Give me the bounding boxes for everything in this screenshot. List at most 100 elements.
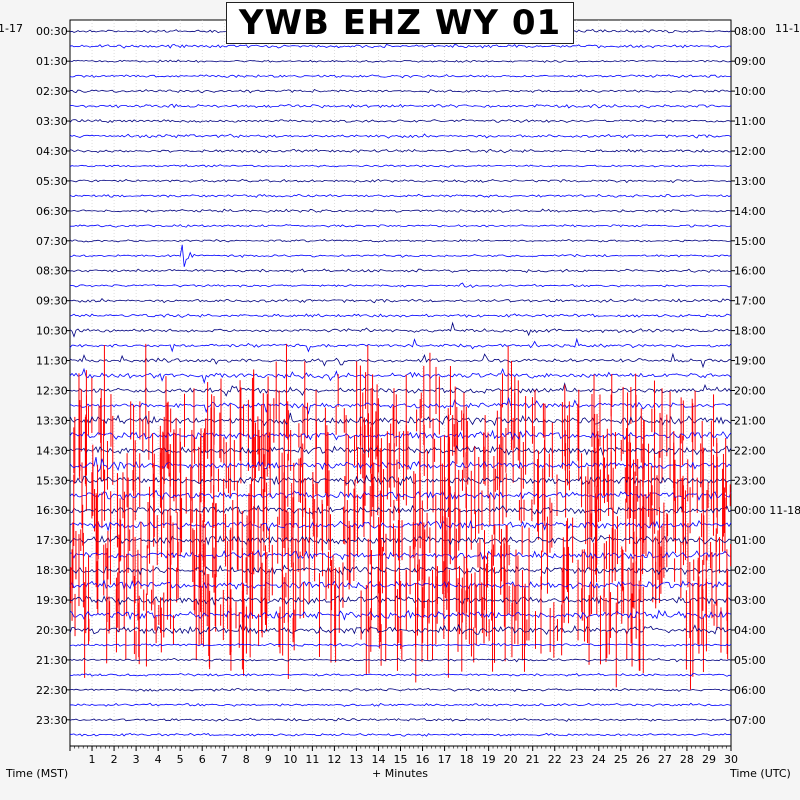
x-tick-label: 21: [526, 753, 540, 766]
chart-title: YWB EHZ WY 01: [238, 3, 562, 43]
x-tick-label: 25: [614, 753, 628, 766]
right-time-label: 23:00: [734, 474, 766, 487]
left-time-label: 11:30: [36, 355, 68, 368]
right-time-label: 13:00: [734, 175, 766, 188]
right-time-label: 21:00: [734, 414, 766, 427]
x-tick-label: 12: [327, 753, 341, 766]
right-time-label: 02:00: [734, 564, 766, 577]
seismic-trace: [69, 88, 732, 94]
right-time-label: 17:00: [734, 295, 766, 308]
right-time-label: 04:00: [734, 624, 766, 637]
x-tick-label: 22: [548, 753, 562, 766]
right-time-label: 06:00: [734, 684, 766, 697]
x-tick-label: 14: [371, 753, 385, 766]
seismic-trace: [69, 74, 731, 79]
seismic-trace: [69, 717, 732, 722]
x-axis-left-label: Time (MST): [6, 767, 69, 780]
seismic-trace: [69, 702, 732, 707]
x-tick-label: 18: [460, 753, 474, 766]
x-tick-label: 11: [305, 753, 319, 766]
left-time-label: 06:30: [36, 205, 68, 218]
x-tick-label: 3: [133, 753, 140, 766]
left-time-label: 12:30: [36, 384, 68, 397]
seismic-trace: [70, 208, 732, 213]
right-time-label: 07:00: [734, 714, 766, 727]
right-time-label: 09:00: [734, 55, 766, 68]
x-tick-label: 9: [265, 753, 272, 766]
date-left-label: 11-17: [0, 22, 23, 35]
x-tick-label: 1: [89, 753, 96, 766]
seismic-trace: [69, 549, 732, 561]
right-time-label: 19:00: [734, 355, 766, 368]
seismic-trace: [69, 396, 732, 415]
seismic-trace: [69, 103, 732, 109]
seismic-trace: [69, 367, 732, 385]
left-time-label: 05:30: [36, 175, 68, 188]
right-time-label: 08:00: [734, 25, 766, 38]
right-time-label: 05:00: [734, 654, 766, 667]
x-tick-label: 28: [680, 753, 694, 766]
x-tick-label: 10: [283, 753, 297, 766]
seismic-trace: [69, 657, 732, 663]
left-time-label: 18:30: [36, 564, 68, 577]
seismic-trace: [69, 642, 732, 647]
seismic-trace: [69, 133, 732, 139]
x-tick-label: 4: [155, 753, 162, 766]
x-tick-label: 26: [636, 753, 650, 766]
left-time-label: 04:30: [36, 145, 68, 158]
seismic-trace: [69, 239, 732, 243]
x-tick-label: 17: [438, 753, 452, 766]
seismic-trace: [69, 118, 732, 123]
right-time-label: 14:00: [734, 205, 766, 218]
seismic-trace: [69, 297, 732, 304]
seismic-trace: [69, 672, 732, 677]
right-time-label: 10:00: [734, 85, 766, 98]
x-tick-label: 6: [199, 753, 206, 766]
seismic-trace: [69, 244, 732, 267]
seismic-trace: [69, 164, 732, 168]
left-time-label: 13:30: [36, 414, 68, 427]
seismic-trace: [69, 321, 732, 338]
right-time-label: 15:00: [734, 235, 766, 248]
seismic-trace: [69, 382, 732, 397]
x-tick-label: 13: [349, 753, 363, 766]
seismic-trace: [69, 564, 732, 576]
seismic-trace: [69, 687, 732, 692]
right-time-label: 03:00: [734, 594, 766, 607]
seismic-trace: [69, 268, 732, 274]
x-tick-label: 2: [111, 753, 118, 766]
left-time-label: 08:30: [36, 265, 68, 278]
left-time-label: 17:30: [36, 534, 68, 547]
left-time-label: 15:30: [36, 474, 68, 487]
left-time-label: 02:30: [36, 85, 68, 98]
x-tick-label: 7: [221, 753, 228, 766]
x-tick-label: 8: [243, 753, 250, 766]
right-time-label: 01:00: [734, 534, 766, 547]
seismic-trace: [69, 337, 732, 353]
seismic-trace: [69, 313, 732, 318]
left-time-label: 20:30: [36, 624, 68, 637]
x-axis-center-label: + Minutes: [372, 767, 429, 780]
seismic-trace: [69, 193, 732, 198]
left-time-label: 16:30: [36, 504, 68, 517]
x-tick-label: 24: [592, 753, 606, 766]
seismic-trace: [69, 623, 732, 636]
left-time-label: 01:30: [36, 55, 68, 68]
seismic-trace: [69, 282, 732, 289]
x-tick-label: 15: [394, 753, 408, 766]
x-tick-label: 30: [724, 753, 738, 766]
x-tick-label: 27: [658, 753, 672, 766]
left-time-label: 22:30: [36, 684, 68, 697]
left-time-label: 00:30: [36, 25, 68, 38]
x-tick-label: 20: [504, 753, 518, 766]
date-right-label: 11-1: [775, 22, 800, 35]
x-tick-label: 5: [177, 753, 184, 766]
seismic-trace: [69, 59, 732, 63]
right-time-label: 16:00: [734, 265, 766, 278]
x-tick-label: 19: [482, 753, 496, 766]
seismic-trace: [69, 352, 731, 369]
right-time-label: 11:00: [734, 115, 766, 128]
seismic-trace: [69, 224, 732, 228]
right-time-label: 00:00 11-18: [734, 504, 800, 517]
